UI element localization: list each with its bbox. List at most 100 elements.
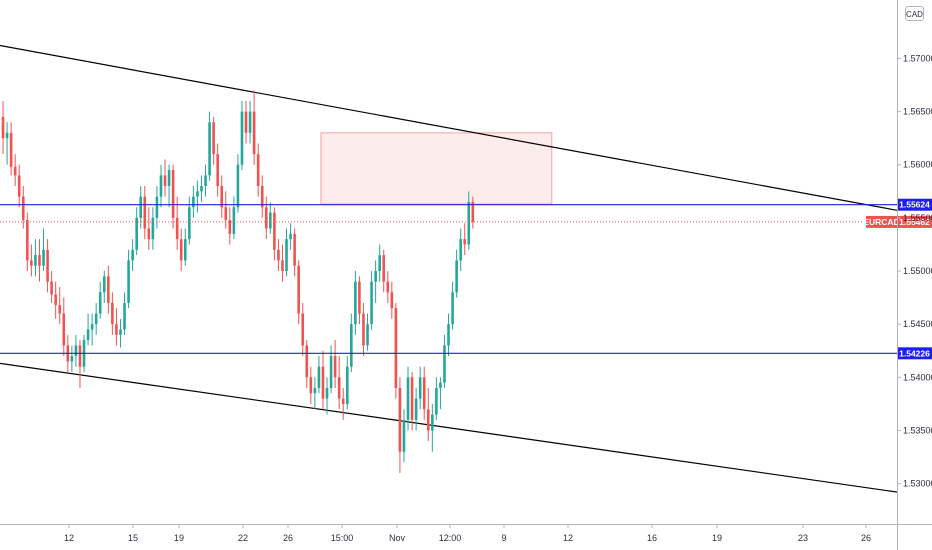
candle (309, 366, 313, 404)
x-tick-label: 16 (647, 533, 657, 543)
candle-body (358, 281, 361, 314)
level-tag-label: 1.54226 (899, 348, 930, 358)
candle (252, 90, 256, 165)
candle (5, 122, 9, 165)
candle (21, 186, 25, 229)
candle-body (321, 366, 325, 399)
candle-body (256, 154, 260, 187)
candle-body (131, 249, 134, 261)
candle (147, 207, 151, 250)
candle (240, 100, 244, 171)
level-tag-label: 1.55624 (899, 200, 930, 210)
candle (46, 239, 49, 293)
candle-body (293, 233, 296, 266)
candle (467, 191, 471, 250)
candle (78, 340, 82, 388)
candle (398, 377, 402, 473)
candle (192, 186, 195, 218)
candle (167, 164, 171, 208)
candle (354, 271, 357, 335)
candle (50, 271, 53, 303)
candle (414, 387, 418, 431)
candle-body (301, 313, 305, 346)
candle-body (1, 116, 5, 139)
candle-body (46, 249, 49, 282)
candle-body (264, 207, 268, 229)
candle-body (252, 111, 256, 155)
y-tick-label: 1.53000 (903, 479, 932, 489)
candle (277, 239, 280, 272)
candle (212, 116, 215, 165)
candle (321, 350, 325, 410)
candle (455, 249, 458, 298)
candle (232, 196, 236, 240)
candle-body (5, 132, 9, 139)
candle (439, 377, 442, 410)
y-tick-label: 1.57000 (903, 53, 932, 63)
last-price-tag (897, 215, 932, 228)
y-tick-label: 1.55000 (903, 266, 932, 276)
symbol-tag (866, 215, 897, 228)
candle-body (224, 207, 228, 221)
level-tag (897, 198, 932, 211)
candle (188, 196, 191, 245)
candle (34, 239, 37, 277)
candle (183, 228, 187, 266)
candle (208, 111, 211, 181)
candle (131, 239, 134, 272)
candle (402, 409, 406, 463)
candle-body (398, 387, 402, 452)
candle-body (463, 239, 467, 245)
candle-body (305, 345, 309, 378)
candle-body (212, 122, 215, 155)
candle-body (431, 414, 434, 431)
candle (386, 271, 390, 303)
candle (107, 265, 110, 314)
candle-body (175, 217, 179, 240)
candle (325, 377, 329, 415)
symbol-tag-label: EURCAD (863, 217, 899, 227)
candle-body (325, 387, 329, 399)
y-tick-label: 1.56500 (903, 107, 932, 117)
resistance-zone-layer (320, 132, 553, 205)
candle (366, 313, 369, 351)
candle (256, 143, 260, 197)
candle-body (418, 377, 422, 399)
candle-body (426, 409, 430, 431)
candle (220, 175, 224, 218)
candle-body (273, 212, 276, 250)
candle-body (30, 260, 33, 266)
candle-body (337, 377, 341, 399)
candle (94, 302, 98, 335)
currency-badge[interactable]: CAD (905, 6, 924, 21)
candle (54, 281, 57, 319)
candle (426, 387, 430, 442)
candle (431, 403, 434, 452)
x-tick-label: 15:00 (331, 533, 354, 543)
x-tick-label: 15 (128, 533, 138, 543)
candle (159, 164, 163, 208)
candle (297, 260, 300, 325)
candle-body (183, 239, 187, 261)
candle-body (281, 260, 284, 272)
candle-body (447, 324, 450, 346)
candle-body (329, 356, 333, 388)
candle-body (147, 228, 151, 240)
candle-body (38, 255, 41, 266)
candle (143, 186, 147, 240)
candle-body (248, 111, 252, 133)
candle-body (179, 239, 183, 261)
candle-body (341, 398, 345, 404)
candle-body (13, 166, 17, 176)
candle-body (9, 132, 13, 167)
level-tag (897, 347, 932, 360)
candle (394, 302, 398, 399)
candle-body (370, 281, 373, 325)
candle-body (98, 292, 102, 314)
candle-body (402, 419, 406, 452)
candle (293, 228, 296, 277)
candle (30, 244, 33, 277)
candle-body (159, 175, 163, 197)
candle (38, 239, 41, 282)
